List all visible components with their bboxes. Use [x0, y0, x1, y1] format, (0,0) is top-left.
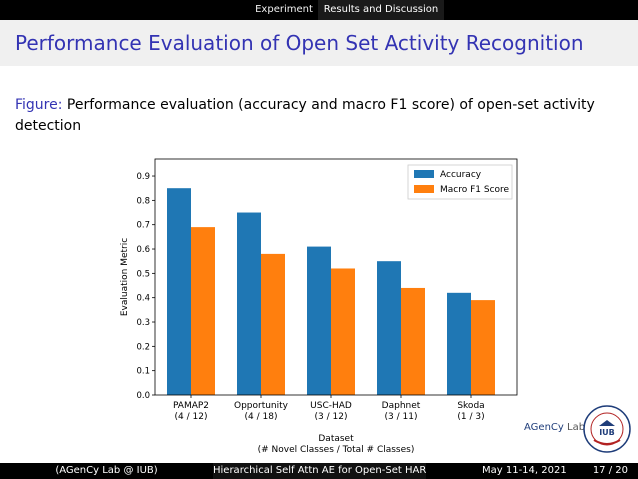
caption-text: Performance evaluation (accuracy and mac… [15, 97, 595, 134]
y-tick-label: 0.8 [136, 196, 150, 206]
x-tick-sublabel: (1 / 3) [457, 412, 484, 422]
x-tick-sublabel: (4 / 12) [175, 412, 208, 422]
bar-usc-had-macro-f1 [331, 268, 355, 395]
bar-daphnet-accuracy [377, 261, 401, 395]
footer-right: May 11-14, 2021 17 / 20 [426, 463, 638, 479]
title-bar [0, 20, 638, 66]
bar-chart: 0.00.10.20.30.40.50.60.70.80.9 PAMAP2(4 … [120, 158, 518, 455]
y-tick-label: 0.0 [136, 391, 150, 401]
footer: (AGenCy Lab @ IUB) Hierarchical Self Att… [0, 463, 638, 479]
bar-opportunity-accuracy [237, 212, 261, 395]
bar-daphnet-macro-f1 [401, 287, 425, 395]
legend-swatch-accuracy [414, 170, 434, 178]
y-axis-label: Evaluation Metric [120, 238, 130, 316]
x-tick-label: Daphnet [382, 401, 421, 411]
legend-label-macro-f1: Macro F1 Score [440, 185, 510, 195]
agency-lab-logo: AGenCy Lab IUB [520, 404, 638, 456]
lab-name: AGenCy Lab [524, 422, 585, 433]
y-tick-label: 0.6 [136, 245, 150, 255]
y-tick-label: 0.5 [136, 269, 150, 279]
nav-section-results[interactable]: Results and Discussion [318, 0, 444, 20]
y-axis: 0.0 0.1 0.2 0.3 0.4 0.5 0.6 0.7 0.8 0.9 [136, 172, 155, 401]
x-tick-label: Skoda [457, 401, 484, 411]
y-tick-label: 0.2 [136, 342, 150, 352]
figure-caption: Figure: Performance evaluation (accuracy… [15, 95, 620, 137]
lab-name-prefix: AGenCy [524, 422, 564, 433]
seal-text: IUB [599, 428, 615, 437]
y-tick-label: 0.1 [136, 367, 150, 377]
bar-opportunity-macro-f1 [261, 253, 285, 395]
bar-skoda-macro-f1 [471, 300, 495, 395]
bars-group [167, 188, 495, 395]
x-tick-label: USC-HAD [310, 401, 352, 411]
navigation-bar: Experiment Results and Discussion [0, 0, 638, 20]
footer-talk-title: Hierarchical Self Attn AE for Open-Set H… [213, 463, 426, 479]
x-tick-sublabel: (4 / 18) [245, 412, 278, 422]
x-tick-sublabel: (3 / 11) [385, 412, 418, 422]
bar-skoda-accuracy [447, 292, 471, 395]
x-axis-sublabel: (# Novel Classes / Total # Classes) [258, 445, 415, 455]
y-tick-label: 0.9 [136, 172, 150, 182]
slide-title: Performance Evaluation of Open Set Activ… [15, 31, 584, 55]
bar-pamap2-accuracy [167, 188, 191, 395]
legend-label-accuracy: Accuracy [440, 170, 482, 180]
legend: Accuracy Macro F1 Score [407, 164, 513, 200]
caption-label: Figure: [15, 97, 63, 113]
x-tick-label: Opportunity [234, 401, 289, 411]
x-axis: PAMAP2(4 / 12) Opportunity(4 / 18) USC-HAD… [173, 395, 485, 422]
lab-name-suffix: Lab [563, 422, 586, 433]
y-tick-label: 0.3 [136, 318, 150, 328]
footer-page-number: 17 / 20 [592, 465, 628, 476]
x-tick-sublabel: (3 / 12) [315, 412, 348, 422]
plot-frame [154, 158, 518, 396]
footer-author: (AGenCy Lab @ IUB) [0, 463, 213, 479]
legend-swatch-macro-f1 [414, 185, 434, 193]
y-tick-label: 0.7 [136, 221, 150, 231]
x-axis-label: Dataset [318, 434, 354, 444]
nav-section-experiment[interactable]: Experiment [255, 4, 313, 15]
y-tick-label: 0.4 [136, 294, 150, 304]
footer-date: May 11-14, 2021 [482, 465, 567, 476]
university-seal-icon: IUB [583, 405, 631, 453]
bar-usc-had-accuracy [307, 246, 331, 395]
x-tick-label: PAMAP2 [173, 401, 209, 411]
bar-pamap2-macro-f1 [191, 227, 215, 395]
